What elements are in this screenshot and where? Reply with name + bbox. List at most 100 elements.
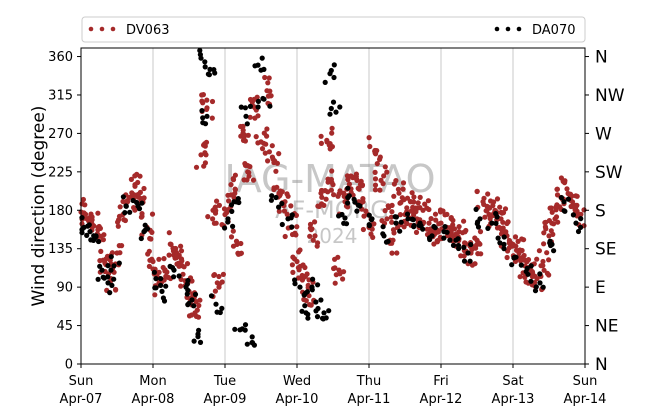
point-dv063	[145, 251, 151, 257]
point-dv063	[372, 176, 379, 182]
point-da070	[88, 237, 94, 243]
point-dv063	[553, 214, 560, 220]
point-dv063	[400, 186, 406, 192]
point-dv063	[290, 269, 296, 275]
legend-entry-dv063: DV063	[88, 23, 170, 38]
point-dv063	[544, 250, 550, 256]
point-dv063	[265, 158, 271, 164]
point-da070	[138, 235, 144, 242]
point-dv063	[426, 206, 432, 213]
legend-marker-dv063	[99, 26, 105, 32]
y-tick-label: 0	[65, 358, 73, 373]
point-da070	[225, 219, 231, 225]
point-dv063	[238, 250, 244, 256]
point-dv063	[240, 127, 246, 133]
point-da070	[202, 64, 208, 70]
point-da070	[493, 220, 499, 226]
point-dv063	[167, 241, 173, 247]
point-da070	[304, 289, 310, 295]
point-dv063	[319, 194, 325, 200]
point-da070	[327, 111, 333, 117]
point-dv063	[324, 137, 330, 143]
point-dv063	[214, 280, 220, 286]
point-dv063	[371, 221, 377, 227]
point-da070	[345, 194, 351, 201]
point-da070	[79, 215, 85, 221]
point-dv063	[433, 217, 439, 223]
point-dv063	[162, 267, 168, 273]
point-da070	[558, 195, 565, 201]
point-dv063	[128, 176, 134, 182]
x-tick-label-day: Fri	[433, 374, 449, 389]
point-da070	[158, 276, 164, 282]
point-da070	[393, 220, 399, 226]
point-da070	[385, 238, 391, 244]
point-dv063	[292, 230, 298, 236]
x-tick-label-date: Apr-08	[132, 392, 175, 407]
point-da070	[161, 298, 168, 304]
point-dv063	[389, 209, 395, 215]
point-da070	[191, 338, 197, 344]
point-da070	[99, 267, 105, 273]
point-dv063	[262, 150, 268, 156]
point-dv063	[156, 269, 162, 275]
point-dv063	[163, 273, 169, 279]
point-da070	[230, 223, 236, 229]
point-dv063	[115, 223, 121, 229]
point-dv063	[366, 135, 372, 141]
point-da070	[130, 197, 136, 204]
point-dv063	[329, 125, 335, 131]
point-da070	[247, 103, 253, 109]
point-dv063	[350, 192, 356, 198]
point-da070	[153, 285, 159, 291]
point-dv063	[80, 196, 86, 203]
y-tick-label: 225	[48, 165, 73, 180]
point-dv063	[253, 134, 259, 140]
point-da070	[461, 244, 467, 250]
point-da070	[269, 193, 275, 199]
point-da070	[473, 206, 479, 212]
point-dv063	[411, 212, 417, 218]
point-da070	[279, 200, 285, 207]
point-da070	[238, 104, 244, 110]
point-da070	[352, 199, 358, 205]
point-dv063	[529, 273, 536, 280]
point-dv063	[333, 272, 339, 278]
point-dv063	[205, 214, 211, 220]
point-da070	[305, 311, 311, 317]
x-tick-label-date: Apr-09	[204, 392, 247, 407]
compass-tick-label: N	[595, 355, 608, 375]
point-da070	[95, 276, 101, 282]
y-axis-label: Wind direction (degree)	[29, 106, 49, 307]
point-dv063	[549, 209, 555, 215]
x-tick-label-day: Sun	[573, 374, 598, 389]
point-da070	[533, 284, 539, 290]
point-dv063	[296, 267, 302, 273]
point-dv063	[512, 234, 519, 240]
point-da070	[213, 301, 219, 307]
point-da070	[233, 199, 240, 205]
point-dv063	[262, 74, 268, 81]
point-da070	[380, 231, 386, 237]
point-dv063	[377, 187, 383, 193]
point-dv063	[296, 249, 302, 255]
point-dv063	[379, 218, 385, 224]
point-da070	[405, 216, 411, 222]
point-dv063	[415, 200, 421, 206]
legend: DV063 DA070	[81, 16, 586, 43]
point-da070	[345, 185, 351, 191]
point-dv063	[541, 241, 547, 247]
point-dv063	[318, 140, 324, 146]
point-dv063	[506, 240, 512, 246]
point-dv063	[448, 230, 454, 236]
point-da070	[111, 263, 117, 269]
point-dv063	[290, 254, 296, 260]
point-dv063	[241, 134, 247, 140]
point-dv063	[241, 177, 247, 183]
point-dv063	[341, 190, 347, 196]
point-da070	[420, 226, 426, 232]
point-dv063	[411, 199, 417, 205]
point-dv063	[269, 143, 275, 149]
point-da070	[333, 109, 339, 115]
point-da070	[328, 105, 334, 112]
